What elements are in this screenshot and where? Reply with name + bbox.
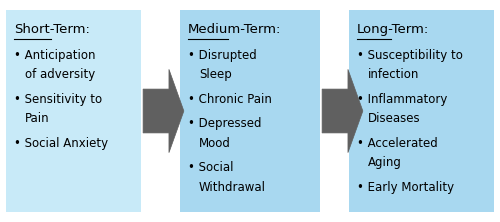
Text: • Social Anxiety: • Social Anxiety — [14, 137, 108, 150]
FancyBboxPatch shape — [6, 10, 140, 212]
Text: • Susceptibility to: • Susceptibility to — [357, 49, 463, 61]
Text: Long-Term:: Long-Term: — [357, 23, 429, 36]
Text: infection: infection — [368, 68, 419, 81]
FancyBboxPatch shape — [350, 10, 494, 212]
Text: Mood: Mood — [199, 137, 230, 150]
Text: Medium-Term:: Medium-Term: — [188, 23, 281, 36]
Text: • Inflammatory: • Inflammatory — [357, 93, 448, 106]
Text: Pain: Pain — [25, 112, 50, 125]
Text: • Chronic Pain: • Chronic Pain — [188, 93, 272, 106]
FancyBboxPatch shape — [180, 10, 320, 212]
Text: • Disrupted: • Disrupted — [188, 49, 256, 61]
Text: • Early Mortality: • Early Mortality — [357, 181, 454, 194]
Polygon shape — [143, 69, 184, 153]
Text: • Depressed: • Depressed — [188, 117, 262, 130]
Text: Short-Term:: Short-Term: — [14, 23, 90, 36]
Text: • Accelerated: • Accelerated — [357, 137, 438, 150]
Text: Sleep: Sleep — [199, 68, 232, 81]
Polygon shape — [322, 69, 363, 153]
Text: Withdrawal: Withdrawal — [199, 181, 266, 194]
Text: • Sensitivity to: • Sensitivity to — [14, 93, 102, 106]
Text: Diseases: Diseases — [368, 112, 420, 125]
Text: • Social: • Social — [188, 161, 234, 174]
Text: Aging: Aging — [368, 156, 402, 169]
Text: of adversity: of adversity — [25, 68, 95, 81]
Text: • Anticipation: • Anticipation — [14, 49, 96, 61]
